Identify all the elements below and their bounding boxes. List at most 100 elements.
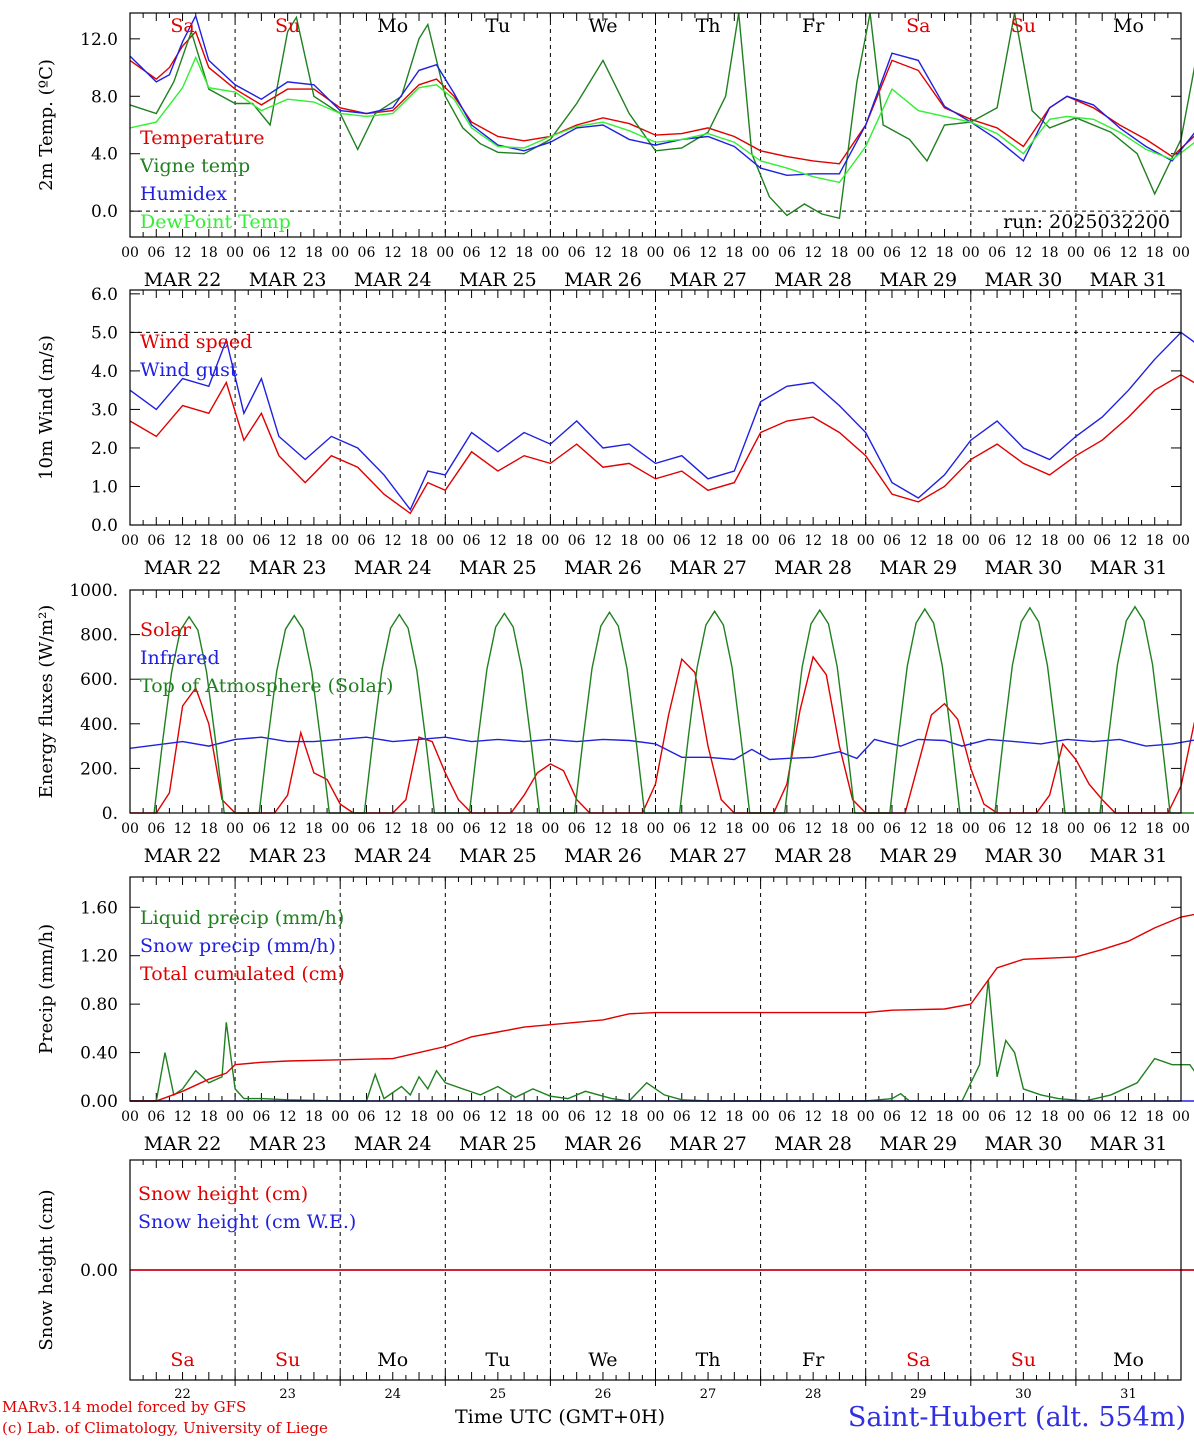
date-label: MAR 24: [354, 1133, 432, 1155]
hour-label: 18: [410, 1109, 428, 1125]
series-line-top-of-atmosphere-solar: [153, 605, 1194, 814]
day-number: 28: [805, 1387, 822, 1402]
hour-label: 18: [515, 1109, 533, 1125]
hour-label: 12: [279, 533, 297, 549]
hour-label: 18: [725, 1109, 743, 1125]
hour-label: 18: [1041, 821, 1059, 837]
hour-label: 06: [883, 1109, 901, 1125]
hour-label: 12: [594, 821, 612, 837]
hour-label: 00: [121, 533, 139, 549]
hour-label: 12: [594, 245, 612, 261]
day-name-bottom: We: [588, 1349, 617, 1371]
hour-label: 06: [883, 821, 901, 837]
legend-entry: Vigne temp: [139, 155, 250, 177]
hour-label: 18: [305, 533, 323, 549]
hour-label: 12: [909, 1109, 927, 1125]
hour-label: 12: [489, 821, 507, 837]
hour-label: 06: [988, 1109, 1006, 1125]
hour-label: 06: [358, 245, 376, 261]
hour-label: 18: [200, 245, 218, 261]
day-name: Mo: [377, 15, 408, 37]
hour-label: 00: [962, 821, 980, 837]
legend-entry: Wind speed: [140, 331, 252, 353]
hour-label: 06: [673, 1109, 691, 1125]
legend-entry: Solar: [140, 619, 192, 641]
date-label: MAR 28: [774, 269, 852, 291]
hour-label: 06: [778, 821, 796, 837]
legend-entry: DewPoint Temp: [140, 211, 291, 233]
hour-label: 00: [541, 245, 559, 261]
hour-label: 00: [121, 245, 139, 261]
day-name: Su: [1011, 15, 1036, 37]
day-name: Su: [275, 15, 300, 37]
hour-label: 18: [1146, 821, 1164, 837]
y-tick-label: 4.0: [91, 145, 118, 165]
hour-label: 00: [331, 245, 349, 261]
hour-label: 00: [1172, 821, 1190, 837]
y-tick-label: 0.00: [80, 1092, 118, 1112]
model-credit: MARv3.14 model forced by GFS: [2, 1398, 247, 1416]
hour-label: 06: [147, 1109, 165, 1125]
hour-label: 18: [305, 245, 323, 261]
hour-label: 00: [647, 1109, 665, 1125]
day-name-bottom: Mo: [377, 1349, 408, 1371]
series-line-humidex: [129, 14, 1194, 177]
hour-label: 00: [436, 1109, 454, 1125]
y-axis-label: Energy fluxes (W/m²): [36, 605, 57, 799]
y-axis-label: 10m Wind (m/s): [36, 335, 57, 480]
date-label: MAR 23: [249, 1133, 327, 1155]
date-label: MAR 31: [1090, 269, 1168, 291]
hour-label: 06: [252, 245, 270, 261]
hour-label: 12: [279, 1109, 297, 1125]
day-number: 23: [279, 1387, 296, 1402]
hour-label: 00: [436, 245, 454, 261]
date-label: MAR 28: [774, 1133, 852, 1155]
series-line-snow-precip-mm-h: [130, 1100, 1194, 1102]
hour-label: 00: [752, 245, 770, 261]
y-tick-label: 0.80: [80, 995, 118, 1015]
hour-label: 12: [1014, 245, 1032, 261]
hour-label: 00: [1067, 1109, 1085, 1125]
hour-label: 12: [174, 821, 192, 837]
hour-label: 12: [174, 1109, 192, 1125]
date-label: MAR 23: [249, 845, 327, 867]
hour-label: 00: [647, 821, 665, 837]
series-line-liquid-precip-mm-h: [130, 979, 1194, 1102]
date-label: MAR 25: [459, 557, 537, 579]
hour-label: 18: [410, 533, 428, 549]
hour-label: 06: [568, 533, 586, 549]
hour-label: 18: [410, 245, 428, 261]
day-name-bottom: Su: [275, 1349, 300, 1371]
y-tick-label: 800.: [80, 626, 118, 646]
day-number: 27: [700, 1387, 717, 1402]
hour-label: 00: [541, 1109, 559, 1125]
hour-label: 00: [226, 1109, 244, 1125]
hour-label: 00: [331, 1109, 349, 1125]
date-label: MAR 26: [564, 1133, 642, 1155]
y-tick-label: 0.40: [80, 1044, 118, 1064]
legend-entry: Snow height (cm W.E.): [138, 1211, 356, 1233]
hour-label: 18: [515, 821, 533, 837]
hour-label: 06: [883, 533, 901, 549]
hour-label: 18: [200, 1109, 218, 1125]
hour-label: 06: [673, 245, 691, 261]
hour-label: 18: [831, 533, 849, 549]
hour-label: 12: [1120, 821, 1138, 837]
panel-frame: [129, 289, 1182, 526]
hour-label: 18: [725, 821, 743, 837]
y-axis-label: Snow height (cm): [36, 1189, 57, 1350]
date-label: MAR 26: [564, 269, 642, 291]
legend-entry: Infrared: [140, 647, 220, 669]
panel-frame: [129, 12, 1182, 238]
series-line-temperature: [129, 30, 1194, 165]
y-axis-label: 2m Temp. (ºC): [36, 59, 57, 191]
hour-label: 12: [489, 1109, 507, 1125]
hour-label: 12: [1014, 821, 1032, 837]
day-name: We: [588, 15, 617, 37]
day-number: 25: [490, 1387, 507, 1402]
hour-label: 12: [804, 533, 822, 549]
hour-label: 06: [988, 821, 1006, 837]
hour-label: 18: [620, 821, 638, 837]
hour-label: 06: [252, 1109, 270, 1125]
